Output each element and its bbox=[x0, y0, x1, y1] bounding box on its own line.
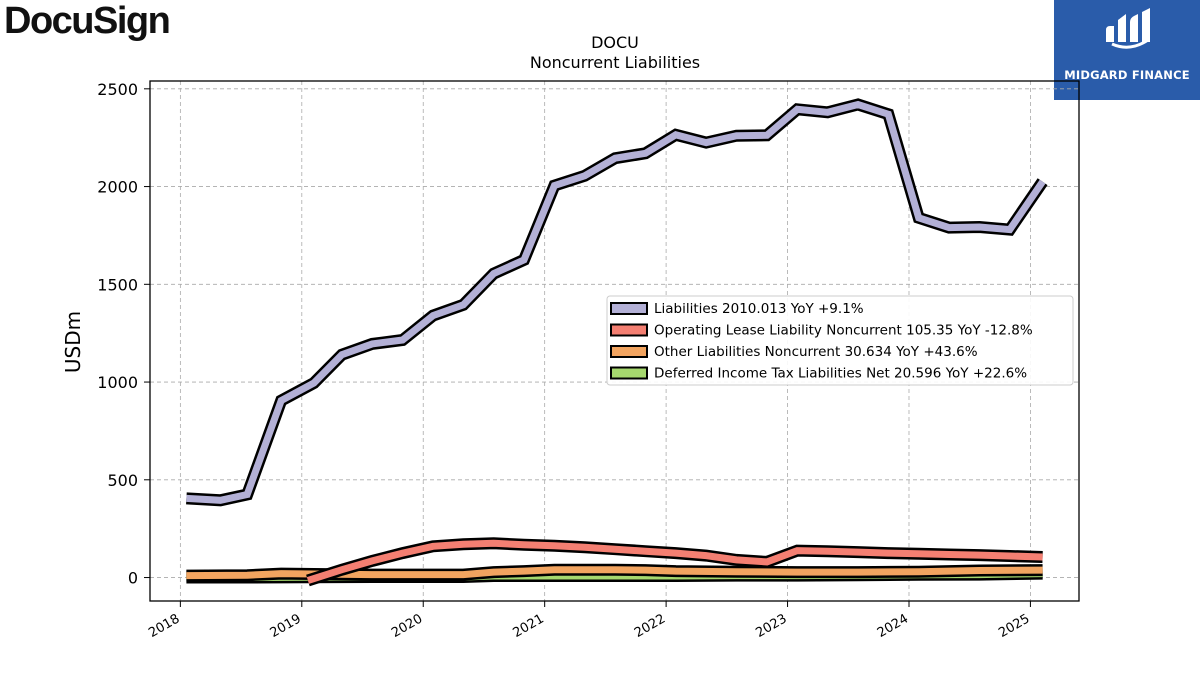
y-axis-label: USDm bbox=[61, 311, 85, 373]
y-axis-ticks: 0 500 1000 1500 2000 2500 bbox=[97, 80, 150, 588]
docusign-logo: DocuSign bbox=[4, 0, 171, 42]
legend: Liabilities 2010.013 YoY +9.1% Operating … bbox=[606, 295, 1074, 386]
x-tick-label: 2025 bbox=[996, 611, 1032, 641]
x-tick-label: 2024 bbox=[875, 611, 911, 641]
y-tick-label: 2500 bbox=[97, 80, 138, 99]
x-axis-ticks: 2018 2019 2020 2021 2022 2023 2024 2025 bbox=[146, 601, 1032, 641]
y-tick-label: 2000 bbox=[97, 178, 138, 197]
x-tick-label: 2018 bbox=[146, 611, 182, 641]
y-tick-label: 500 bbox=[107, 471, 138, 490]
y-tick-label: 1000 bbox=[97, 373, 138, 392]
legend-entry: Deferred Income Tax Liabilities Net 20.5… bbox=[654, 366, 1027, 382]
series-line bbox=[306, 539, 1043, 584]
x-tick-label: 2022 bbox=[632, 611, 668, 641]
chart-subtitle: Noncurrent Liabilities bbox=[530, 53, 700, 72]
legend-swatch bbox=[610, 345, 648, 358]
legend-swatch bbox=[610, 302, 648, 315]
legend-entry: Operating Lease Liability Noncurrent 105… bbox=[654, 323, 1033, 339]
x-tick-label: 2019 bbox=[268, 611, 304, 641]
legend-swatch bbox=[610, 323, 648, 337]
plot-frame bbox=[149, 80, 1080, 602]
series-line bbox=[186, 100, 1046, 504]
y-tick-label: 0 bbox=[128, 569, 138, 588]
x-tick-label: 2023 bbox=[753, 611, 789, 641]
series-lines bbox=[186, 98, 1048, 587]
midgard-finance-badge: MIDGARD FINANCE bbox=[1054, 0, 1200, 100]
chart-title: DOCU bbox=[591, 33, 639, 52]
midgard-logo-icon bbox=[1106, 8, 1150, 49]
x-tick-label: 2020 bbox=[389, 611, 425, 641]
legend-entry: Other Liabilities Noncurrent 30.634 YoY … bbox=[654, 344, 978, 360]
legend-entry: Liabilities 2010.013 YoY +9.1% bbox=[654, 301, 864, 317]
badge-text: MIDGARD FINANCE bbox=[1064, 68, 1190, 82]
legend-swatch bbox=[610, 366, 648, 380]
legend-frame bbox=[606, 295, 1074, 386]
x-tick-label: 2021 bbox=[511, 611, 547, 641]
y-tick-label: 1500 bbox=[97, 275, 138, 294]
